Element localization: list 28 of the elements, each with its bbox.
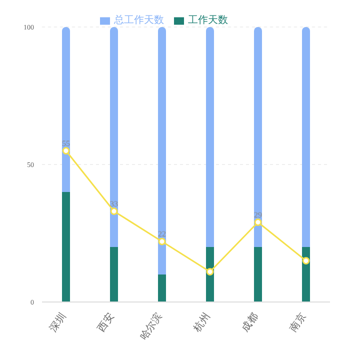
data-label: 55: [62, 138, 70, 148]
data-label: 22: [158, 230, 166, 238]
x-tick-label: 哈尔滨: [137, 310, 164, 342]
x-tick-label: 南京: [287, 310, 308, 334]
x-tick-label: 深圳: [47, 310, 68, 334]
point: [158, 238, 166, 246]
x-tick-label: 成都: [239, 310, 260, 334]
bar: [62, 192, 70, 302]
bar: [110, 247, 118, 302]
bar: [302, 27, 310, 247]
x-tick-label: 西安: [95, 310, 116, 334]
point: [254, 218, 262, 226]
legend-label: 总工作天数: [114, 15, 164, 26]
bar: [158, 274, 166, 302]
bar: [206, 27, 214, 247]
legend-label: 工作天数: [188, 15, 228, 26]
data-label: 33: [110, 199, 118, 208]
bar: [254, 247, 262, 302]
point: [110, 208, 118, 215]
bar: [62, 27, 70, 192]
data-label: 29: [254, 210, 262, 220]
x-tick-label: 杭州: [190, 310, 212, 335]
bar: [110, 27, 118, 247]
bar: [254, 27, 262, 247]
point: [206, 268, 214, 276]
bar: [158, 27, 166, 274]
point: [302, 257, 310, 264]
point: [62, 147, 70, 154]
